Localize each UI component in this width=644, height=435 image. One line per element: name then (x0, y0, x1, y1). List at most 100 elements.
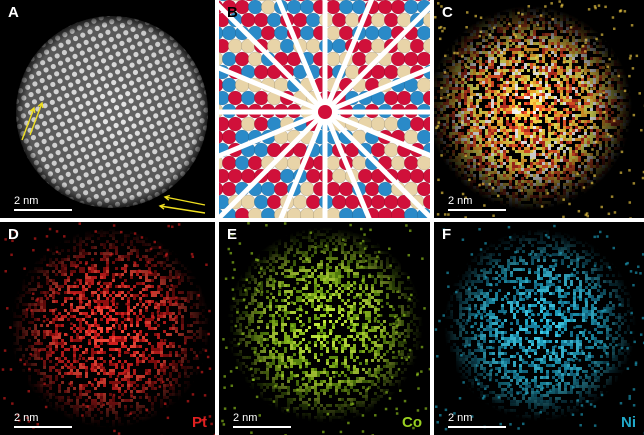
pixel (175, 252, 178, 255)
pixel (142, 270, 145, 273)
pixel (623, 144, 626, 147)
noise-pixel (473, 127, 476, 130)
pixel (623, 51, 626, 54)
pixel (169, 273, 172, 276)
pixel (524, 66, 527, 69)
noise-pixel (591, 148, 594, 151)
panel-label: C (442, 4, 453, 21)
pixel (584, 36, 587, 39)
pixel (506, 45, 509, 48)
pixel (452, 132, 455, 135)
pixel (509, 108, 512, 111)
pixel (539, 192, 542, 195)
pixel (205, 267, 208, 270)
pixel (476, 198, 479, 201)
pixel (506, 36, 509, 39)
pixel (536, 171, 539, 174)
pixel (503, 84, 506, 87)
pixel (599, 186, 602, 189)
pixel (548, 162, 551, 165)
pixel (542, 186, 545, 189)
pixel (527, 24, 530, 27)
pixel (563, 171, 566, 174)
pixel (623, 45, 626, 48)
pixel (569, 66, 572, 69)
pixel (536, 165, 539, 168)
pixel (614, 126, 617, 129)
pixel (136, 264, 139, 267)
pixel (599, 84, 602, 87)
pixel (512, 72, 515, 75)
pixel (443, 123, 446, 126)
pixel (142, 240, 145, 243)
pixel (497, 30, 500, 33)
atom (417, 78, 431, 92)
pixel (145, 273, 148, 276)
pixel (590, 18, 593, 21)
pixel (208, 270, 211, 273)
pixel (596, 129, 599, 132)
pixel (587, 177, 590, 180)
pixel (614, 51, 617, 54)
pixel (599, 135, 602, 138)
pixel (440, 33, 443, 36)
pixel (494, 69, 497, 72)
pixel (473, 111, 476, 114)
pixel (572, 195, 575, 198)
pixel (557, 183, 560, 186)
pixel (473, 66, 476, 69)
pixel (581, 204, 584, 207)
pixel (452, 63, 455, 66)
pixel (548, 33, 551, 36)
pixel (611, 72, 614, 75)
pixel (440, 117, 443, 120)
pixel (509, 177, 512, 180)
pixel (467, 120, 470, 123)
pixel (485, 162, 488, 165)
pixel (608, 87, 611, 90)
pixel (455, 78, 458, 81)
pixel (557, 186, 560, 189)
pixel (527, 87, 530, 90)
pixel (623, 6, 626, 9)
noise-pixel (610, 135, 613, 138)
pixel (485, 75, 488, 78)
pixel (202, 258, 205, 261)
pixel (488, 54, 491, 57)
pixel (73, 270, 76, 273)
pixel (479, 198, 482, 201)
atom (404, 52, 418, 66)
pixel (491, 120, 494, 123)
pixel (626, 114, 629, 117)
pixel (548, 39, 551, 42)
pixel (551, 51, 554, 54)
pixel (506, 201, 509, 204)
pixel (587, 189, 590, 192)
pixel (596, 117, 599, 120)
pixel (491, 84, 494, 87)
pixel (563, 45, 566, 48)
noise-pixel (463, 78, 466, 81)
pixel (521, 162, 524, 165)
pixel (527, 126, 530, 129)
pixel (470, 42, 473, 45)
pixel (461, 183, 464, 186)
pixel (521, 36, 524, 39)
pixel (572, 138, 575, 141)
pixel (452, 81, 455, 84)
pixel (551, 162, 554, 165)
pixel (539, 132, 542, 135)
pixel (536, 105, 539, 108)
pixel (458, 18, 461, 21)
pixel (554, 9, 557, 12)
pixel (566, 138, 569, 141)
pixel (566, 162, 569, 165)
pixel (181, 234, 184, 237)
pixel (617, 174, 620, 177)
pixel (599, 141, 602, 144)
pixel (575, 87, 578, 90)
pixel (530, 162, 533, 165)
pixel (518, 171, 521, 174)
pixel (584, 21, 587, 24)
pixel (575, 9, 578, 12)
